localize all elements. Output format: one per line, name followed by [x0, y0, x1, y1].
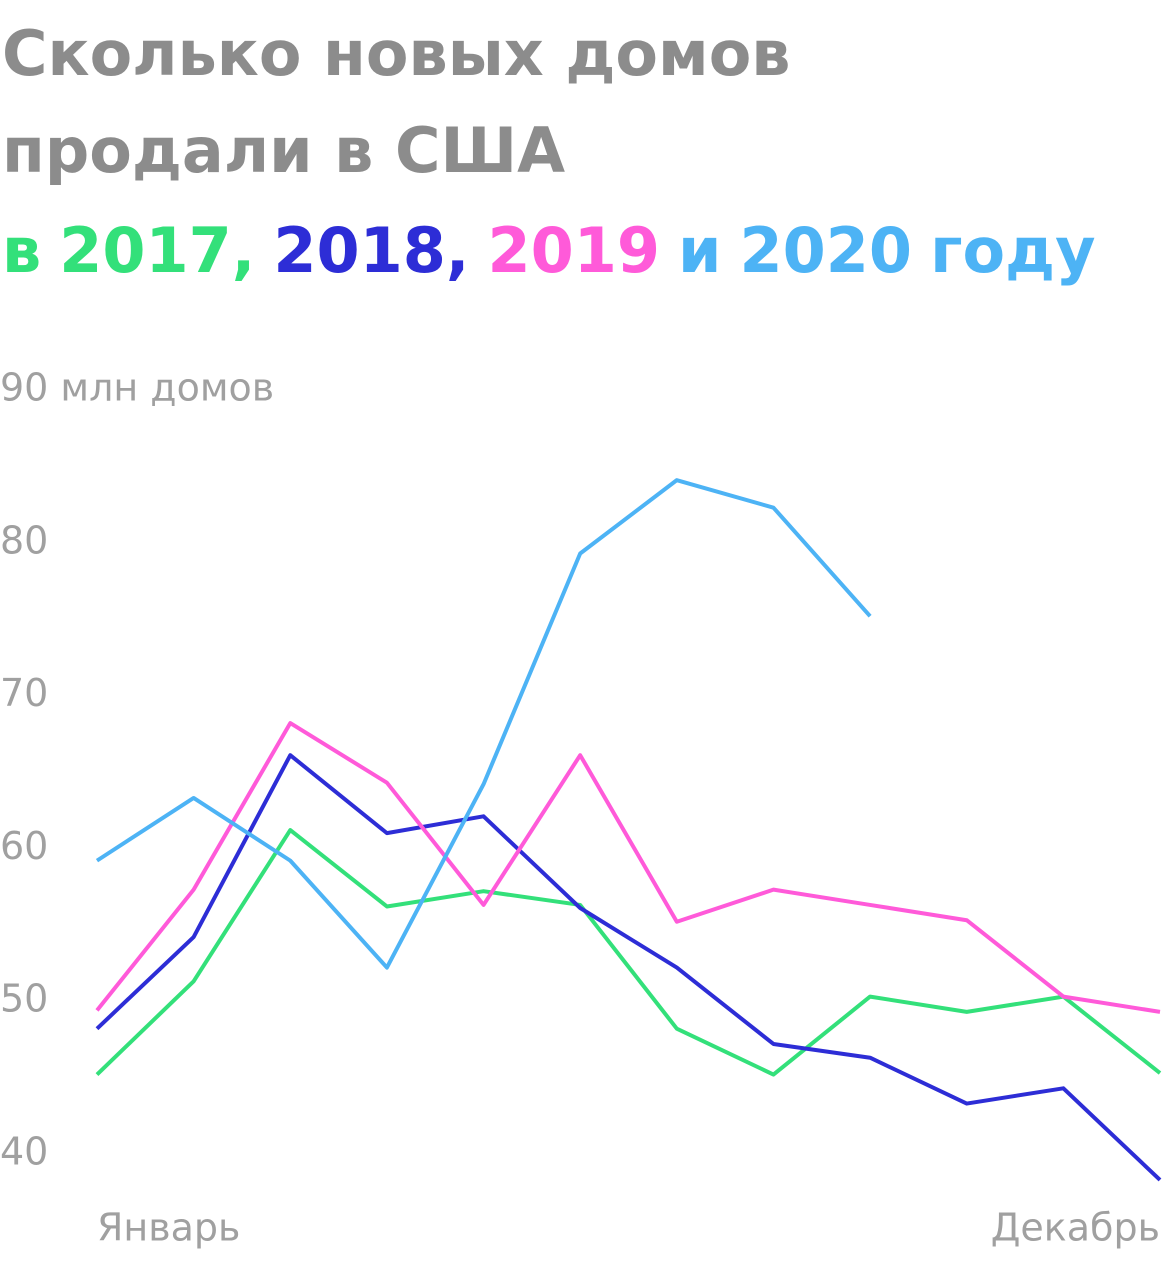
- legend-entry: 2017: [59, 214, 232, 287]
- title-legend: в 2017, 2018, 2019 и 2020 году: [2, 214, 1096, 287]
- legend-entry: 2020: [740, 214, 913, 287]
- title-prefix: в: [2, 214, 41, 287]
- series-line: [95, 478, 872, 970]
- legend-entry: 2018: [273, 214, 446, 287]
- title-separator: ,: [446, 214, 470, 287]
- series-line: [95, 753, 1162, 1182]
- y-tick-label: 90 млн домов: [0, 366, 274, 410]
- y-tick-label: 70: [0, 671, 48, 715]
- y-tick-label: 50: [0, 977, 48, 1021]
- x-tick-label: Январь: [97, 1206, 240, 1250]
- series-line: [95, 721, 1161, 1014]
- series-line: [95, 828, 1162, 1077]
- title-separator: ,: [232, 214, 256, 287]
- y-tick-label: 80: [0, 518, 48, 562]
- title-suffix: году: [930, 214, 1095, 287]
- y-tick-label: 60: [0, 824, 48, 868]
- chart-title: продали в США: [2, 114, 565, 187]
- y-tick-label: 40: [0, 1130, 48, 1174]
- chart-title: Сколько новых домов: [2, 17, 791, 90]
- legend-entry: 2019: [487, 214, 660, 287]
- title-conjunction: и: [678, 214, 721, 287]
- x-tick-label: Декабрь: [991, 1206, 1160, 1250]
